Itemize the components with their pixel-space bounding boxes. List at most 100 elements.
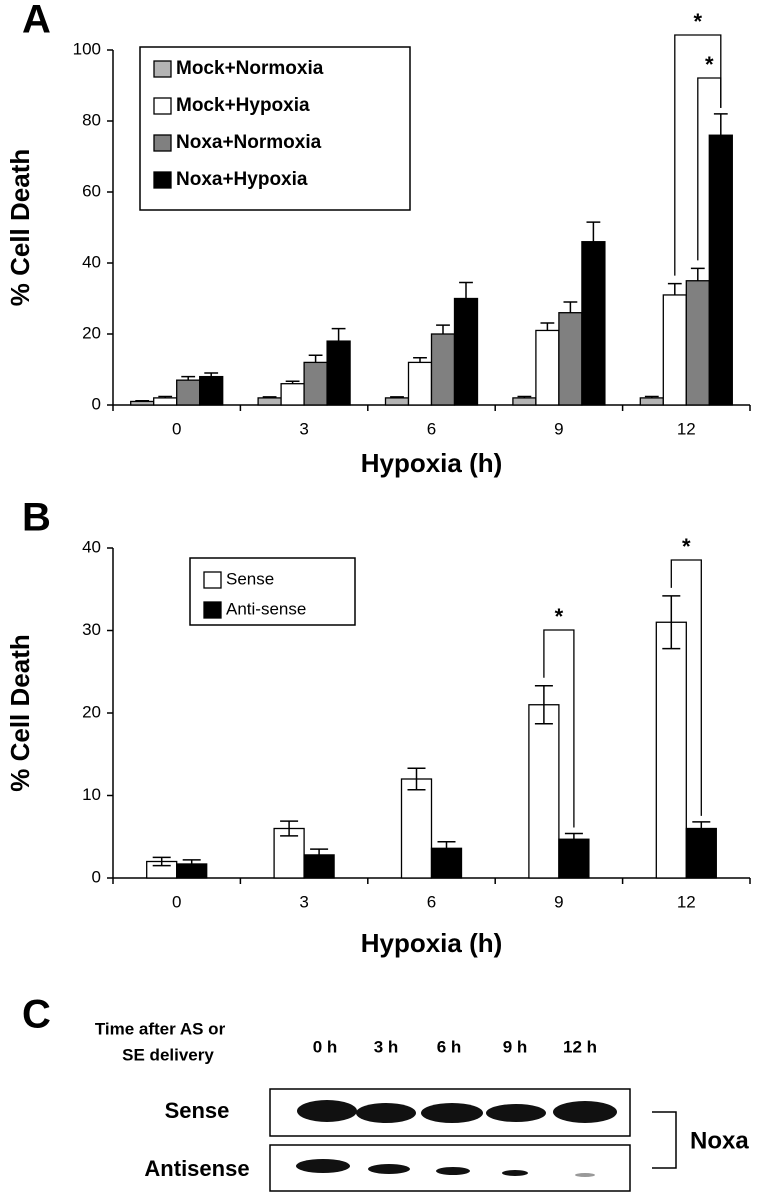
x-tick-label: 0 [172,419,181,438]
x-axis-label: Hypoxia (h) [361,448,503,478]
significance-bracket [543,629,575,828]
x-tick-label: 3 [299,419,308,438]
bar [273,827,305,879]
annotation: * [705,52,714,77]
annotation: * [682,534,691,559]
lane-label: 6 h [437,1037,462,1056]
bar [685,827,717,879]
row-label: Antisense [144,1156,249,1181]
error-bar [459,281,473,299]
lane-label: 12 h [563,1037,597,1056]
x-tick-label: 0 [172,892,181,911]
error-bar [285,380,300,384]
bands [296,1100,617,1177]
error-bar [667,282,682,295]
y-axis-label: % Cell Death [5,149,35,307]
lane-label: 9 h [503,1037,528,1056]
significance-bracket [697,77,722,261]
x-tick-label: 3 [299,892,308,911]
blot-header: Time after AS or [95,1019,226,1038]
y-tick-label: 60 [82,181,101,200]
error-bar [204,372,219,377]
y-tick-label: 100 [73,39,101,58]
bar [303,361,328,406]
error-bar [152,856,171,867]
error-bar [563,301,578,313]
row-label: Sense [165,1098,230,1123]
legend-swatch [153,134,172,152]
error-bar [713,113,728,136]
blot-header: SE delivery [122,1045,214,1064]
error-bar [413,357,427,363]
error-bar [662,595,681,650]
bar [655,621,687,879]
error-bar [407,767,426,791]
y-tick-label: 40 [82,252,101,271]
error-bar [308,354,323,363]
error-bar [540,322,555,331]
bar [512,397,537,406]
bar [407,361,433,406]
bar [130,400,155,406]
error-bar [692,821,711,836]
error-bar [310,848,329,862]
y-axis-label: % Cell Death [5,634,35,792]
significance-bracket [670,559,702,816]
error-bar [181,375,196,381]
bar [153,397,178,406]
bar [257,397,282,406]
legend-swatch [203,571,222,589]
bar [199,375,224,406]
bar [639,397,664,406]
legend-label: Anti-sense [226,599,306,618]
y-tick-label: 30 [82,620,101,639]
x-tick-label: 12 [677,419,696,438]
legend-swatch [153,171,172,189]
legend-swatch [203,601,222,619]
bracket [652,1111,677,1169]
error-bar [437,840,456,856]
x-tick-label: 6 [427,892,436,911]
panel-letter: B [22,496,51,540]
legend-swatch [153,97,172,115]
lane-label: 0 h [313,1037,338,1056]
error-bar [182,859,201,869]
x-tick-label: 9 [554,419,563,438]
error-bar [586,221,601,242]
y-tick-label: 40 [82,537,101,556]
error-bar [262,396,277,398]
annotation: * [694,9,703,34]
error-bar [644,395,659,398]
error-bar [280,820,299,837]
error-bar [390,396,404,398]
bar [708,134,733,406]
x-tick-label: 6 [427,419,436,438]
y-tick-label: 0 [92,394,101,413]
x-tick-label: 9 [554,892,563,911]
panel-letter: C [22,993,51,1037]
y-tick-label: 0 [92,867,101,886]
bar [685,280,710,406]
error-bar [158,395,173,398]
legend-label: Mock+Hypoxia [176,95,310,116]
legend-label: Mock+Normoxia [176,58,324,79]
error-bar [564,832,583,846]
protein-label: Noxa [690,1127,749,1154]
x-tick-label: 12 [677,892,696,911]
bar [280,383,305,406]
error-bar [135,399,150,402]
significance-bracket [674,34,722,276]
error-bar [436,324,450,334]
annotation: * [555,604,564,629]
x-axis-label: Hypoxia (h) [361,928,503,958]
bar [384,397,410,406]
panel-letter: A [22,0,51,42]
bar [453,297,479,406]
legend-box [139,46,411,211]
bar [430,333,456,406]
bar [581,241,606,406]
legend-label: Sense [226,569,274,588]
legend-label: Noxa+Normoxia [176,132,322,153]
bar [176,379,201,406]
